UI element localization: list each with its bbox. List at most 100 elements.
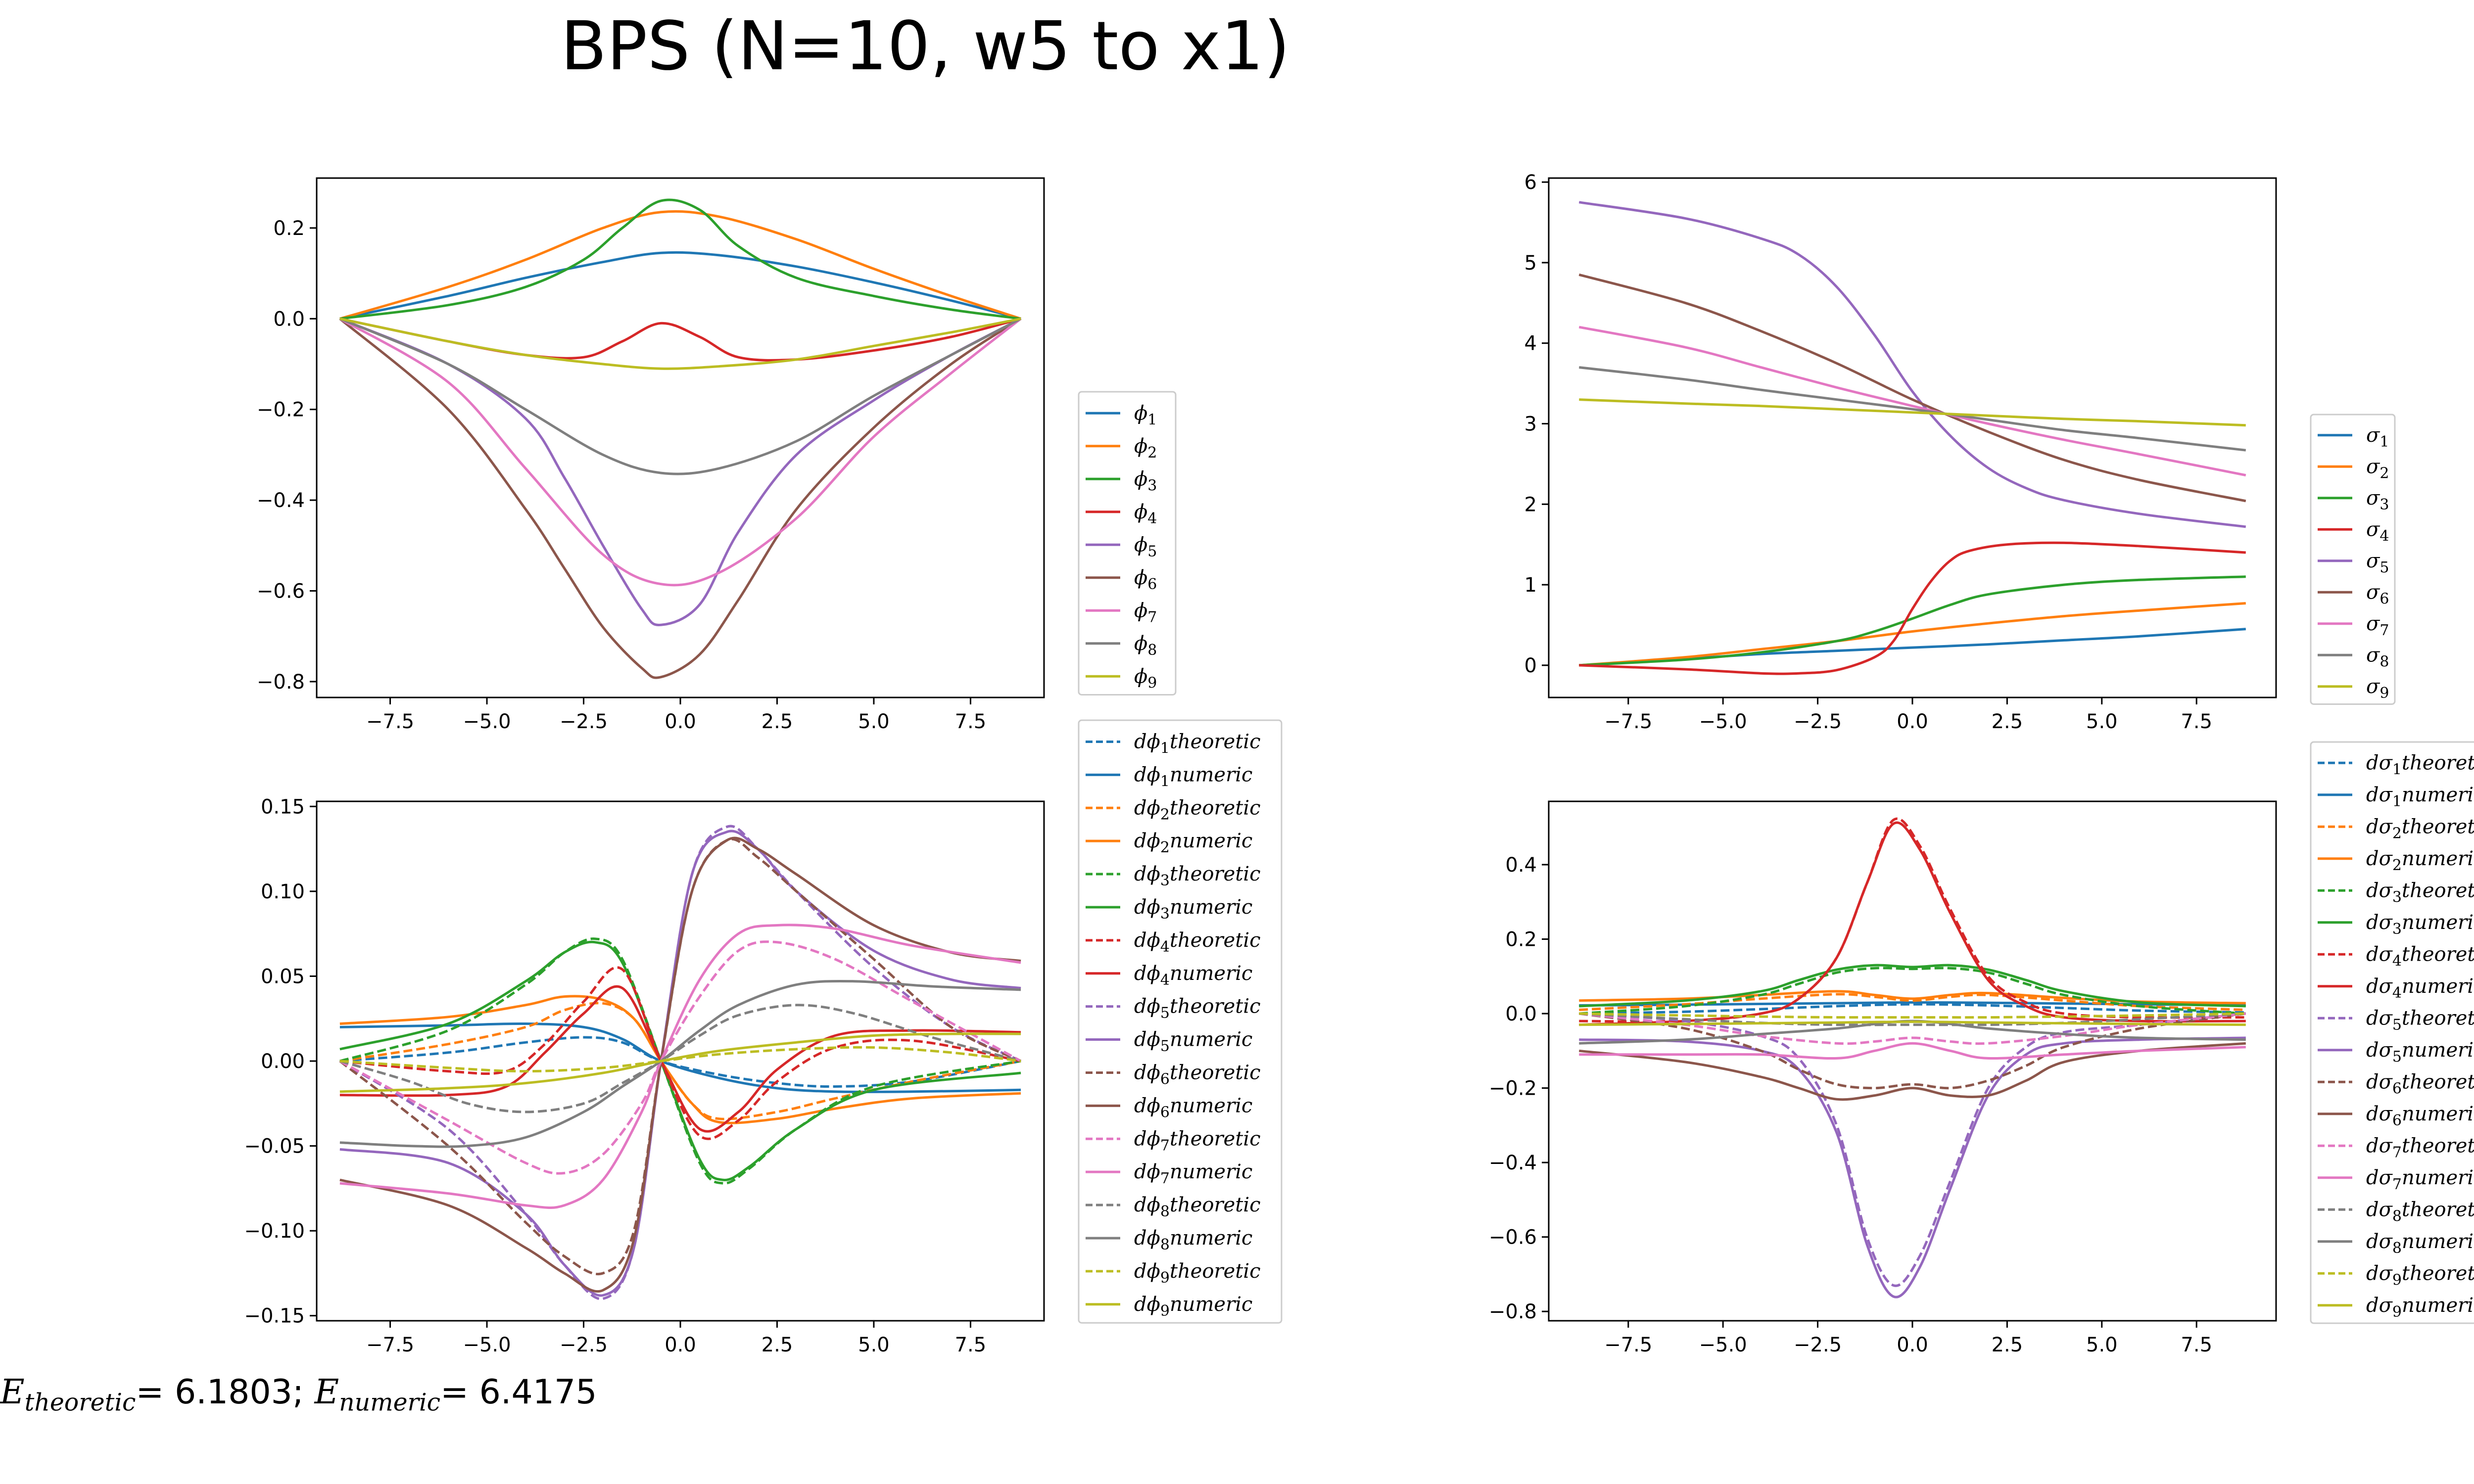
legend-label: dϕ4numeric (1134, 962, 1252, 989)
series-line-dϕ6numeric (339, 836, 1021, 1293)
series-line-ϕ9 (339, 317, 1021, 370)
y-tick-label: 0.0 (273, 308, 305, 330)
legend-label: σ7 (2366, 612, 2389, 639)
x-tick-label: 0.0 (1897, 710, 1928, 733)
series-line-σ7 (1578, 325, 2246, 477)
series-line-dσ7theoretic (1579, 1012, 2246, 1045)
legend-label: dσ2theoretic (2366, 815, 2474, 842)
legend-label: dσ1numeric (2366, 784, 2474, 810)
x-tick-label: 0.0 (665, 1334, 696, 1356)
figure-title: BPS (N=10, w5 to x1) (561, 7, 1290, 86)
series-line-dσ9numeric (1579, 1020, 2246, 1026)
y-tick-label: 0.10 (261, 881, 305, 903)
legend-label: dσ6theoretic (2366, 1070, 2474, 1097)
y-tick-label: 0 (1524, 654, 1537, 677)
series-line-σ3 (1579, 575, 2246, 667)
legend-label: dσ3theoretic (2366, 879, 2474, 906)
x-tick-label: 7.5 (955, 1334, 987, 1356)
legend-label: dϕ3numeric (1134, 896, 1252, 923)
series-group (1578, 201, 2246, 675)
series-line-dϕ9numeric (339, 1032, 1021, 1093)
series-line-ϕ5 (339, 317, 1022, 626)
y-tick-label: 0.2 (273, 217, 305, 240)
x-tick-label: 2.5 (1992, 710, 2023, 733)
subplot-phi: −7.5 −5.0 −2.5 0.0 2.5 5.0 7.5 0.2 0.0 −0.2 −0.4 −0… (257, 177, 1177, 733)
series-line-ϕ3 (339, 198, 1021, 320)
legend-label: dσ5numeric (2366, 1039, 2474, 1066)
legend-label: ϕ2 (1134, 435, 1157, 462)
y-tick-label: −0.6 (257, 580, 305, 603)
legend-label: dϕ6numeric (1134, 1094, 1252, 1121)
series-group (339, 825, 1022, 1300)
legend-label: dσ9numeric (2366, 1294, 2474, 1321)
legend-label: dσ1theoretic (2366, 751, 2474, 778)
x-tick-label: 0.0 (1897, 1334, 1928, 1356)
y-tick-label: 0.4 (1505, 854, 1537, 877)
legend-label: dϕ7theoretic (1134, 1127, 1261, 1154)
legend-label: dϕ1theoretic (1134, 730, 1261, 757)
y-tick-label: 0.15 (261, 795, 305, 818)
y-tick-label: −0.2 (257, 399, 305, 421)
subplot-sigma: −7.5 −5.0 −2.5 0.0 2.5 5.0 7.50123456σ1σ2σ3σ4σ… (1524, 171, 2396, 733)
series-line-ϕ1 (339, 251, 1021, 320)
x-tick-label: 5.0 (2086, 1334, 2118, 1356)
series-line-dσ7numeric (1579, 1042, 2246, 1060)
legend-label: σ1 (2366, 424, 2389, 451)
legend-label: ϕ1 (1134, 402, 1157, 428)
series-line-ϕ8 (339, 317, 1022, 475)
legend-label: ϕ9 (1134, 665, 1157, 692)
series-line-dσ8theoretic (1579, 1012, 2246, 1026)
legend-label: dϕ2numeric (1134, 830, 1252, 856)
legend-label: dϕ5theoretic (1134, 995, 1261, 1022)
x-tick-label: 0.0 (665, 710, 696, 733)
legend-label: σ6 (2366, 581, 2389, 607)
series-line-dϕ9theoretic (339, 1046, 1021, 1073)
subplot-dphi: −7.5 −5.0 −2.5 0.0 2.5 5.0 7.5 0.15 0.10 0.05 0.00… (244, 719, 1283, 1356)
x-tick-label: −2.5 (1794, 710, 1842, 733)
legend-label: dσ7theoretic (2366, 1134, 2474, 1161)
y-tick-label: −0.6 (1489, 1226, 1537, 1249)
y-tick-label: −0.05 (244, 1135, 305, 1158)
legend-dphi: dϕ1theoretic dϕ1numeric dϕ2theoretic dϕ2num… (1078, 719, 1283, 1324)
legend-label: dϕ6theoretic (1134, 1061, 1261, 1088)
energy-theoretic-value: 6.1803 (175, 1373, 292, 1412)
legend-label: σ5 (2366, 550, 2389, 576)
x-tick-label: −5.0 (463, 1334, 511, 1356)
series-line-dσ6numeric (1579, 1042, 2246, 1101)
legend-label: dσ8theoretic (2366, 1198, 2474, 1225)
legend-label: dσ4theoretic (2366, 943, 2474, 970)
series-line-ϕ2 (339, 210, 1021, 320)
legend-box (1078, 391, 1177, 696)
legend-label: dϕ1numeric (1134, 763, 1252, 790)
x-tick-label: 2.5 (761, 1334, 793, 1356)
y-tick-label: 0.05 (261, 965, 305, 988)
y-tick-label: 0.00 (261, 1050, 305, 1073)
legend-sigma: σ1 σ2 σ3 σ4 σ5 σ6 σ7 σ8 σ9 (2310, 414, 2396, 705)
legend-dsigma: dσ1theoretic dσ1numeric dσ2theoretic dσ2num… (2310, 741, 2474, 1324)
subplot-dsigma: −7.5 −5.0 −2.5 0.0 2.5 5.0 7.5 0.4 0.2 0.0 −0.2 −0.… (1489, 741, 2474, 1356)
y-tick-label: −0.2 (1489, 1077, 1537, 1100)
energy-readout: Etheoretic= 6.1803; Enumeric= 6.4175 (0, 1373, 597, 1417)
series-group (339, 198, 1022, 679)
legend-label: dϕ7numeric (1134, 1160, 1252, 1187)
legend-label: σ8 (2366, 644, 2389, 670)
x-tick-label: −5.0 (1699, 1334, 1747, 1356)
y-tick-label: 0.0 (1505, 1003, 1537, 1025)
legend-label: dϕ5numeric (1134, 1028, 1252, 1055)
legend-label: dσ5theoretic (2366, 1007, 2474, 1033)
y-tick-label: −0.10 (244, 1220, 305, 1243)
legend-label: ϕ4 (1134, 501, 1157, 527)
legend-box (2310, 414, 2396, 705)
legend-label: ϕ3 (1134, 467, 1157, 494)
x-tick-label: 2.5 (1992, 1334, 2023, 1356)
x-tick-label: −2.5 (1794, 1334, 1842, 1356)
x-tick-label: 5.0 (858, 710, 890, 733)
series-line-σ8 (1579, 366, 2246, 452)
x-tick-label: −2.5 (560, 1334, 608, 1356)
legend-label: dσ6numeric (2366, 1103, 2474, 1129)
legend-label: dσ9theoretic (2366, 1262, 2474, 1289)
legend-label: dϕ9numeric (1134, 1293, 1252, 1320)
series-line-σ5 (1578, 201, 2246, 528)
series-line-ϕ7 (339, 318, 1022, 587)
x-tick-label: −7.5 (366, 1334, 414, 1356)
